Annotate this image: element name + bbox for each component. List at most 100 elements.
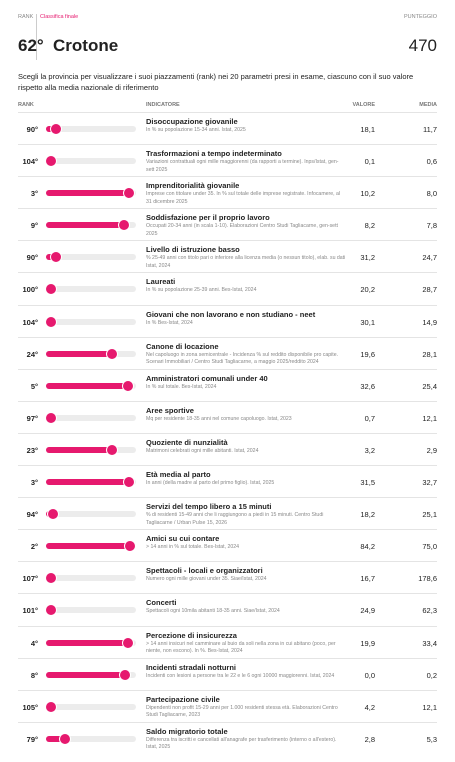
indicator-description: Mq per residente 18-35 anni nel comune c… xyxy=(146,415,292,422)
rank-knob xyxy=(123,637,134,648)
mean: 28,7 xyxy=(422,285,437,295)
rank-knob xyxy=(122,380,133,391)
table-row: 90° Disoccupazione giovanile In % su popol… xyxy=(18,112,437,144)
indicator-description: Occupati 20-34 anni (in scala 1-10). Ela… xyxy=(146,223,338,237)
rank-bar-track xyxy=(46,188,136,199)
value: 16,7 xyxy=(360,574,375,584)
indicator: Età media al parto In anni (della madre a… xyxy=(146,470,346,488)
divider xyxy=(36,14,37,60)
indicator-name: Aree sportive xyxy=(146,405,194,415)
table-row: 100° Laureati In % su popolazione 25-39 an… xyxy=(18,272,437,304)
rank-knob xyxy=(51,252,62,263)
indicator-description: Matrimoni celebrati ogni mille abitanti.… xyxy=(146,447,259,454)
indicator: Canone di locazione Nel capoluogo in zona… xyxy=(146,342,346,367)
table-row: 8° Incidenti stradali notturni Incidenti c… xyxy=(18,657,437,690)
rank: 107° xyxy=(22,574,38,584)
rank-bar xyxy=(46,479,135,486)
value: 19,6 xyxy=(360,349,375,359)
rank-knob xyxy=(106,348,117,359)
rank-bar-track xyxy=(46,412,136,423)
mean: 33,4 xyxy=(422,638,437,648)
value: 8,2 xyxy=(364,221,375,231)
mean: 0,2 xyxy=(426,670,437,680)
province-rank: 62° xyxy=(18,36,44,55)
value: 31,5 xyxy=(360,478,375,488)
rank: 104° xyxy=(22,317,38,327)
indicator: Aree sportive Mq per residente 18-35 anni… xyxy=(146,406,346,424)
indicator: Amici su cui contare > 14 anni in % sul t… xyxy=(146,534,346,552)
mean: 14,9 xyxy=(422,317,437,327)
indicator-description: Incidenti con lesioni a persone tra le 2… xyxy=(146,672,335,679)
rank-knob xyxy=(46,573,56,584)
rank-knob xyxy=(46,412,56,423)
mean: 62,3 xyxy=(422,606,437,616)
indicator-description: In % su popolazione 15-34 anni. Istat, 2… xyxy=(146,127,246,133)
rank: 2° xyxy=(30,542,38,552)
indicator: Imprenditorialità giovanile Imprese con t… xyxy=(146,181,346,206)
column-header: RANK xyxy=(18,102,34,108)
table-row: 105° Partecipazione civile Dipendenti non … xyxy=(18,689,437,722)
mean: 12,1 xyxy=(422,413,437,423)
rank-knob xyxy=(125,541,136,552)
rank-knob xyxy=(46,316,56,327)
table-row: 104° Giovani che non lavorano e non studi… xyxy=(18,304,437,337)
indicator-description: Numero ogni mille giovani under 35. Siae… xyxy=(146,576,267,583)
indicator: Concerti Spettacoli ogni 10mila abitanti … xyxy=(146,598,346,616)
rank-bar-track xyxy=(46,284,136,295)
column-header: INDICATORE xyxy=(146,102,180,108)
rank-bar-track xyxy=(46,733,136,744)
mean: 25,4 xyxy=(422,381,437,391)
table-row: 107° Spettacoli - locali e organizzatori N… xyxy=(18,561,437,593)
indicator: Saldo migratorio totale Differenza tra is… xyxy=(146,727,346,752)
rank: 104° xyxy=(22,157,38,167)
table-row: 104° Trasformazioni a tempo indeterminato… xyxy=(18,144,437,176)
mean: 12,1 xyxy=(422,702,437,712)
mean: 7,8 xyxy=(426,221,437,231)
indicator-name: Trasformazioni a tempo indeterminato xyxy=(146,149,282,159)
indicator: Laureati In % su popolazione 25-39 anni. … xyxy=(146,277,346,295)
value: 10,2 xyxy=(360,189,375,199)
table-row: 3° Età media al parto In anni (della madre… xyxy=(18,465,437,497)
indicator-description: Imprese con titolare under 35. In % sul … xyxy=(146,191,341,205)
rank-bar xyxy=(46,222,130,229)
indicator-name: Partecipazione civile xyxy=(146,694,220,704)
rank-bar-track xyxy=(46,444,136,455)
indicator-description: Differenza tra iscritti e cancellati all… xyxy=(146,736,337,751)
value: 24,9 xyxy=(360,606,375,616)
province-name[interactable]: Crotone xyxy=(53,36,119,55)
mean: 2,9 xyxy=(426,445,437,455)
rank-bar xyxy=(46,639,134,646)
indicator: Incidenti stradali notturni Incidenti con… xyxy=(146,663,346,681)
column-header: VALORE xyxy=(352,102,375,108)
indicator-name: Spettacoli - locali e organizzatori xyxy=(146,566,263,576)
table-row: 79° Saldo migratorio totale Differenza tra… xyxy=(18,721,437,754)
mean: 25,1 xyxy=(422,510,437,520)
mean: 11,7 xyxy=(422,125,437,134)
indicator: Servizi del tempo libero a 15 minuti% di… xyxy=(146,502,346,527)
table: 90° Disoccupazione giovanile In % su popol… xyxy=(18,112,437,754)
rank-bar-track xyxy=(46,220,136,231)
rank-bar xyxy=(46,671,131,678)
value: 4,2 xyxy=(364,702,375,712)
mean: 0,6 xyxy=(426,157,437,167)
indicator-name: Imprenditorialità giovanile xyxy=(146,181,240,191)
mean: 5,3 xyxy=(426,734,437,744)
rank-bar-track xyxy=(46,701,136,712)
rank-bar-track xyxy=(46,316,136,327)
indicator: Amministratori comunali under 40 In % sul… xyxy=(146,374,346,392)
score-label: PUNTEGGIO xyxy=(403,14,437,20)
rank: 23° xyxy=(26,445,38,455)
rank: 105° xyxy=(22,702,38,712)
indicator-description: Spettacoli ogni 10mila abitanti 18-35 an… xyxy=(146,608,280,615)
rank: 3° xyxy=(30,189,38,199)
indicator: Trasformazioni a tempo indeterminato Vari… xyxy=(146,149,346,174)
mean: 28,1 xyxy=(422,349,437,359)
indicator-name: Saldo migratorio totale xyxy=(146,726,228,736)
table-row: 97° Aree sportive Mq per residente 18-35 a… xyxy=(18,400,437,433)
rank-knob xyxy=(51,124,62,134)
rank-bar xyxy=(46,382,133,389)
indicator-description: In % su popolazione 25-39 anni. Bes-Ista… xyxy=(146,287,257,294)
value: 19,9 xyxy=(360,638,375,648)
indicator-name: Disoccupazione giovanile xyxy=(146,117,238,126)
intro: Scegli la provincia per visualizzare i s… xyxy=(18,72,414,92)
